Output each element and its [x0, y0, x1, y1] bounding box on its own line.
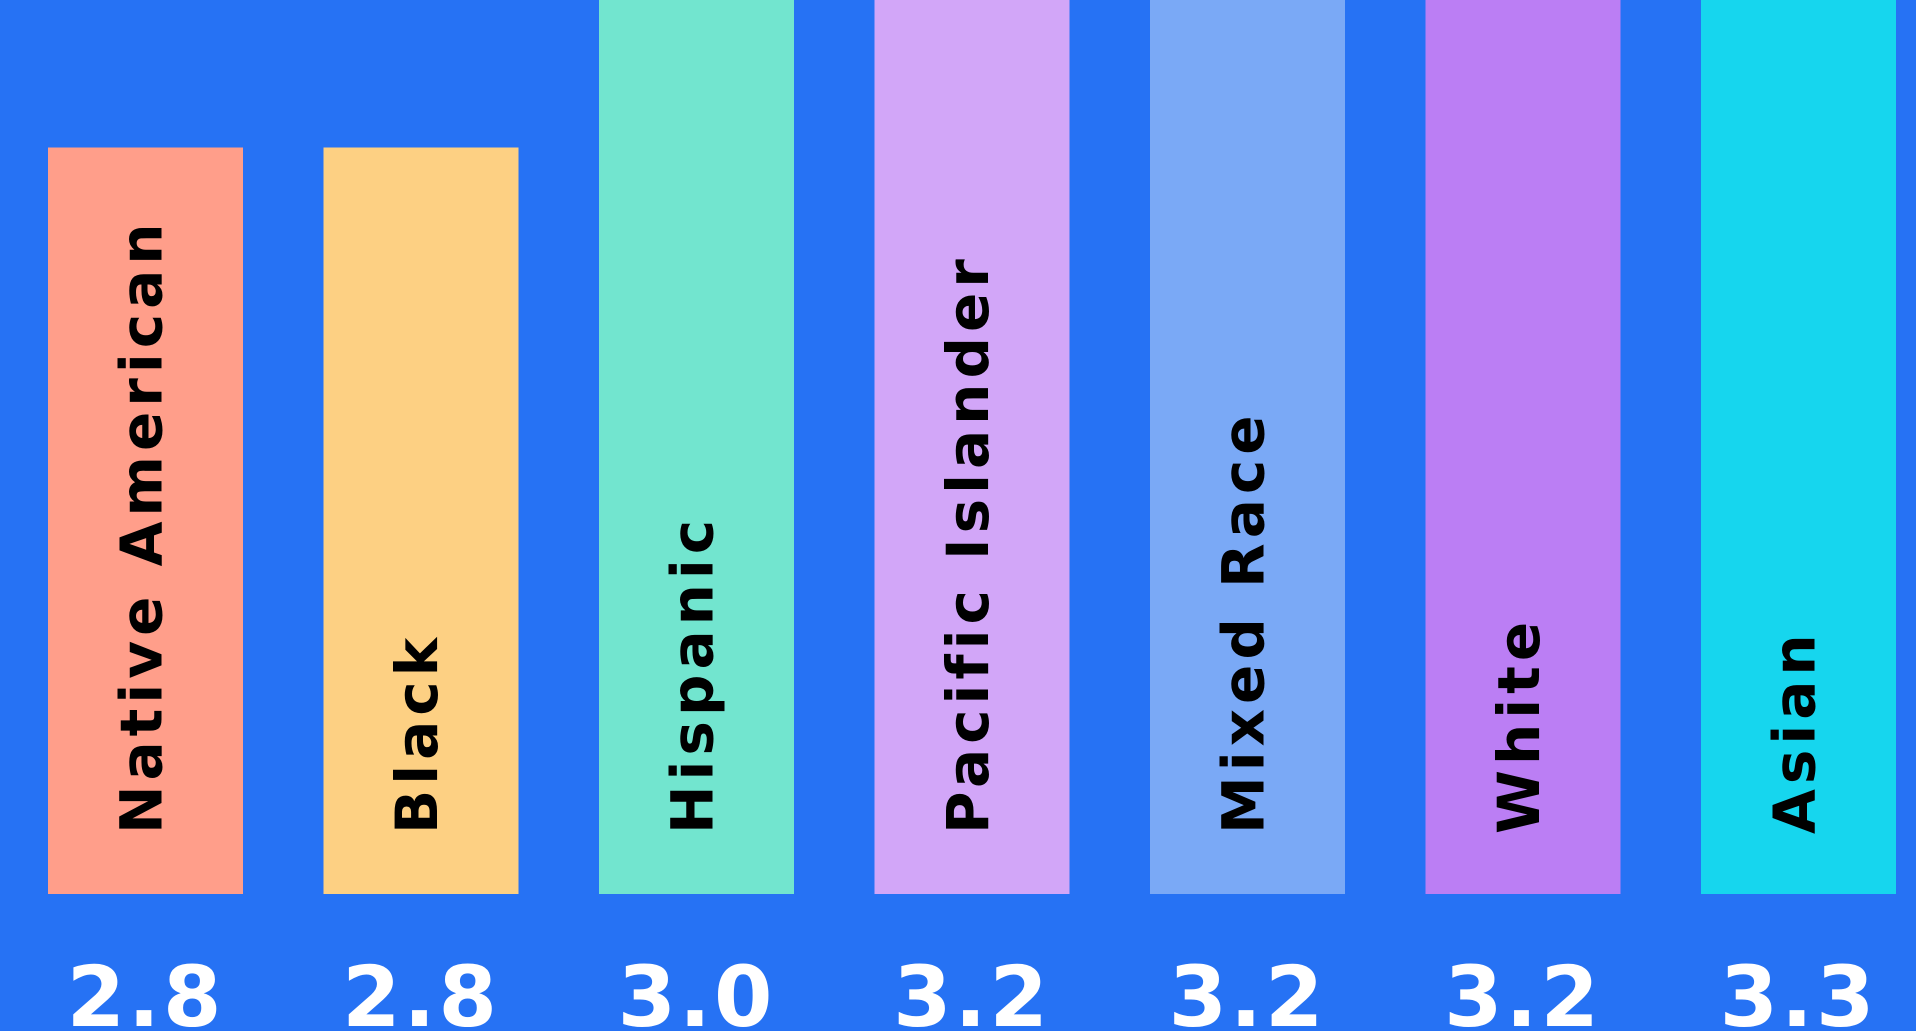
- value-label: 3.2: [1169, 948, 1327, 1031]
- value-labels-group: 2.8 2.8 3.0 3.2 3.2 3.2 3.3: [67, 948, 1878, 1031]
- bar-mixed-race: [1150, 0, 1345, 894]
- category-label: Native American: [108, 218, 176, 834]
- bar-pacific-islander: [874, 0, 1070, 894]
- category-label: Asian: [1761, 629, 1829, 834]
- category-label: Black: [383, 633, 451, 834]
- bar-black: [323, 147, 519, 894]
- value-label: 3.3: [1720, 948, 1878, 1031]
- bars-group: [48, 0, 1896, 894]
- bar-hispanic: [599, 0, 794, 894]
- bar-asian: [1701, 0, 1896, 894]
- category-label: Mixed Race: [1210, 410, 1278, 834]
- bar-white: [1425, 0, 1621, 894]
- value-label: 3.2: [893, 948, 1051, 1031]
- category-label: Hispanic: [659, 515, 727, 834]
- bar-native-american: [48, 147, 243, 894]
- bar-labels-group: Native American Black Hispanic Pacific Isla…: [108, 218, 1829, 834]
- value-label: 2.8: [342, 948, 500, 1031]
- category-label: White: [1485, 617, 1553, 834]
- value-label: 3.2: [1444, 948, 1602, 1031]
- value-label: 2.8: [67, 948, 225, 1031]
- value-label: 3.0: [618, 948, 776, 1031]
- category-label: Pacific Islander: [934, 254, 1002, 834]
